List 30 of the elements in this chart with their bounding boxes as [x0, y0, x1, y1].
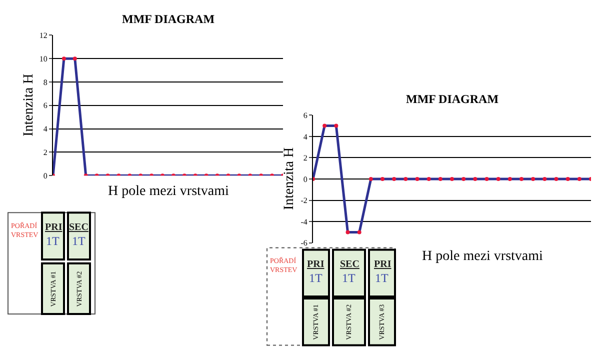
y-tick-label: 6: [303, 110, 308, 120]
text: SEC: [69, 222, 88, 233]
text: 1T: [46, 234, 60, 248]
text: 1T: [309, 271, 323, 285]
chart-title: MMF DIAGRAM: [122, 12, 215, 26]
y-tick-label: 12: [39, 31, 48, 40]
text: 1T: [72, 234, 86, 248]
x-axis-title: H pole mezi vrstvami: [108, 184, 230, 199]
y-tick-label: -6: [300, 238, 308, 248]
y-tick-label: -4: [300, 217, 308, 226]
text: PRI: [307, 259, 324, 270]
x-axis-title: H pole mezi vrstvami: [422, 249, 544, 264]
y-tick-label: 6: [43, 101, 48, 110]
y-tick-label: 4: [303, 132, 308, 142]
text: PRI: [45, 222, 62, 233]
text: PRI: [374, 259, 392, 270]
y-tick-label: 0: [303, 174, 308, 184]
y-tick-label: 2: [43, 148, 48, 157]
text: 1T: [342, 271, 356, 285]
y-axis-title: Intenzita H: [22, 74, 37, 136]
y-tick-label: -2: [300, 196, 308, 206]
text: 1T: [375, 271, 389, 285]
y-tick-label: 8: [43, 78, 48, 87]
y-tick-label: 10: [39, 54, 48, 64]
y-tick-label: 0: [43, 171, 48, 180]
y-tick-label: 4: [43, 124, 48, 134]
y-tick-label: 2: [303, 154, 308, 163]
text: SEC: [340, 259, 360, 270]
chart-title: MMF DIAGRAM: [406, 92, 499, 106]
y-axis-title: Intenzita H: [282, 147, 297, 210]
